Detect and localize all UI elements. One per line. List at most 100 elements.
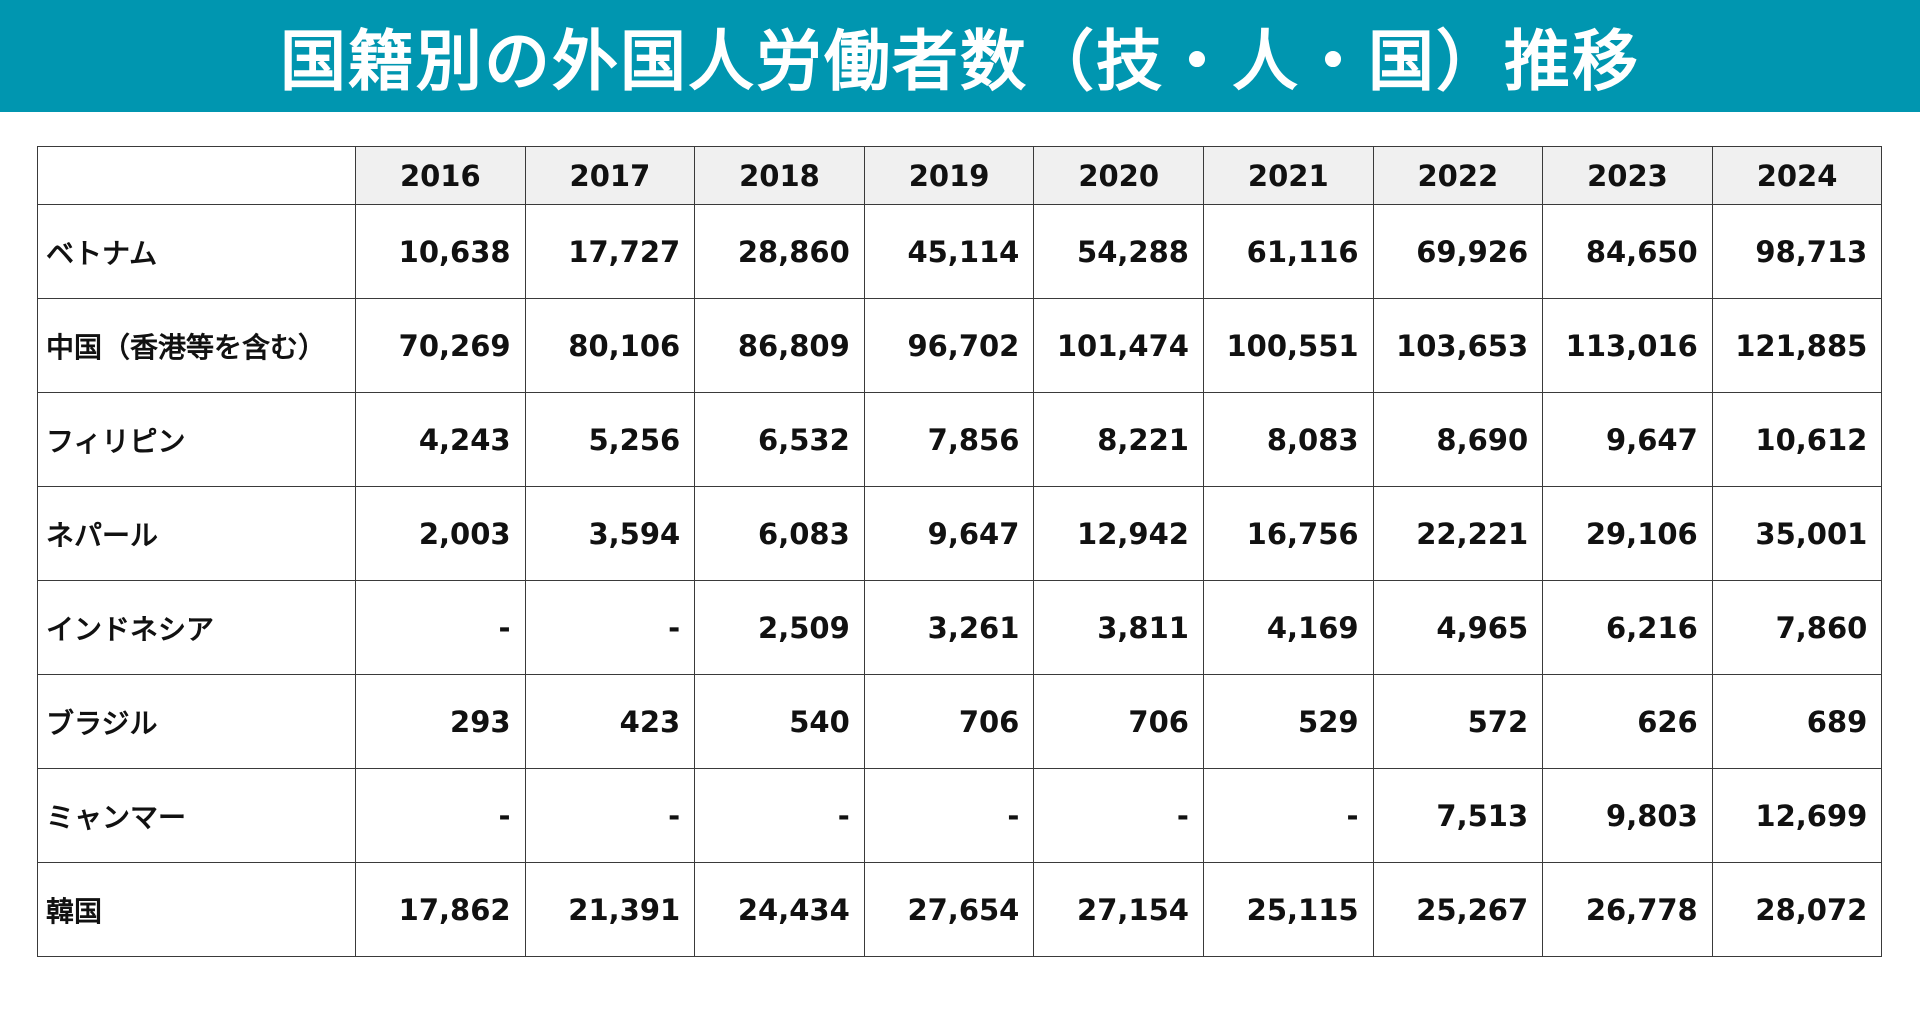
- value-cell: 28,860: [694, 204, 865, 299]
- value-cell: 113,016: [1542, 298, 1713, 393]
- country-name: 韓国: [37, 862, 356, 957]
- value-cell: 8,221: [1033, 392, 1204, 487]
- worker-count-table: 2016 2017 2018 2019 2020 2021 2022 2023 2024 ベトナ…: [37, 146, 1883, 957]
- value-cell: 69,926: [1372, 204, 1544, 299]
- header-row: 2016 2017 2018 2019 2020 2021 2022 2023 2024: [37, 146, 1883, 205]
- value-cell: 4,243: [355, 392, 526, 487]
- value-cell: 103,653: [1372, 298, 1544, 393]
- value-cell: -: [355, 768, 526, 863]
- value-cell: 9,647: [1542, 392, 1713, 487]
- value-cell: 529: [1202, 674, 1374, 769]
- value-cell: 35,001: [1711, 486, 1883, 581]
- year-header: 2024: [1711, 146, 1883, 205]
- value-cell: 8,690: [1372, 392, 1544, 487]
- value-cell: -: [524, 580, 696, 675]
- year-header: 2018: [694, 146, 865, 205]
- value-cell: 6,216: [1542, 580, 1713, 675]
- value-cell: 8,083: [1202, 392, 1374, 487]
- country-name: フィリピン: [37, 392, 356, 487]
- value-cell: 84,650: [1542, 204, 1713, 299]
- year-header: 2017: [524, 146, 696, 205]
- value-cell: 3,811: [1033, 580, 1204, 675]
- value-cell: 70,269: [355, 298, 526, 393]
- value-cell: 26,778: [1542, 862, 1713, 957]
- value-cell: 626: [1542, 674, 1713, 769]
- value-cell: 3,261: [863, 580, 1035, 675]
- value-cell: 293: [355, 674, 526, 769]
- value-cell: 7,856: [863, 392, 1035, 487]
- table-row: ベトナム 10,638 17,727 28,860 45,114 54,288 61,116…: [37, 204, 1883, 299]
- value-cell: 572: [1372, 674, 1544, 769]
- value-cell: 54,288: [1033, 204, 1204, 299]
- value-cell: 121,885: [1711, 298, 1883, 393]
- value-cell: -: [1033, 768, 1204, 863]
- year-header: 2022: [1372, 146, 1544, 205]
- value-cell: 10,612: [1711, 392, 1883, 487]
- value-cell: 7,513: [1372, 768, 1544, 863]
- value-cell: 9,803: [1542, 768, 1713, 863]
- value-cell: 96,702: [863, 298, 1035, 393]
- value-cell: 706: [863, 674, 1035, 769]
- value-cell: 29,106: [1542, 486, 1713, 581]
- value-cell: 27,154: [1033, 862, 1204, 957]
- page-title: 国籍別の外国人労働者数（技・人・国）推移: [280, 23, 1640, 100]
- value-cell: -: [355, 580, 526, 675]
- title-banner: 国籍別の外国人労働者数（技・人・国）推移: [0, 0, 1920, 112]
- table-container: 2016 2017 2018 2019 2020 2021 2022 2023 2024 ベトナ…: [37, 146, 1883, 957]
- value-cell: 17,727: [524, 204, 696, 299]
- country-name: ネパール: [37, 486, 356, 581]
- value-cell: 27,654: [863, 862, 1035, 957]
- value-cell: 100,551: [1202, 298, 1374, 393]
- table-row: インドネシア - -2,509 3,261 3,811 4,169 4,965 6,216 7,…: [37, 580, 1883, 675]
- value-cell: 24,434: [694, 862, 865, 957]
- country-name: 中国（香港等を含む）: [37, 298, 356, 393]
- value-cell: 12,942: [1033, 486, 1204, 581]
- value-cell: 2,509: [694, 580, 865, 675]
- value-cell: 4,965: [1372, 580, 1544, 675]
- value-cell: 25,267: [1372, 862, 1544, 957]
- table-row: 韓国 17,862 21,391 24,434 27,654 27,154 25,115 25…: [37, 862, 1883, 957]
- year-header: 2019: [863, 146, 1035, 205]
- country-name: ミャンマー: [37, 768, 356, 863]
- value-cell: 16,756: [1202, 486, 1374, 581]
- value-cell: 9,647: [863, 486, 1035, 581]
- table-row: ネパール 2,003 3,594 6,083 9,647 12,942 16,756 22,2…: [37, 486, 1883, 581]
- value-cell: 86,809: [694, 298, 865, 393]
- year-header: 2021: [1202, 146, 1374, 205]
- corner-cell: [37, 146, 356, 205]
- value-cell: 21,391: [524, 862, 696, 957]
- value-cell: 2,003: [355, 486, 526, 581]
- value-cell: 25,115: [1202, 862, 1374, 957]
- country-name: ブラジル: [37, 674, 356, 769]
- country-name: ベトナム: [37, 204, 356, 299]
- value-cell: 17,862: [355, 862, 526, 957]
- value-cell: 22,221: [1372, 486, 1544, 581]
- value-cell: 5,256: [524, 392, 696, 487]
- year-header: 2016: [355, 146, 526, 205]
- table-row: 中国（香港等を含む） 70,269 80,106 86,809 96,702 101,47…: [37, 298, 1883, 393]
- value-cell: 7,860: [1711, 580, 1883, 675]
- value-cell: 6,083: [694, 486, 865, 581]
- value-cell: 4,169: [1202, 580, 1374, 675]
- table-row: フィリピン 4,243 5,256 6,532 7,856 8,221 8,083 8,690…: [37, 392, 1883, 487]
- table-row: ミャンマー - - - - - -7,513 9,803 12,699: [37, 768, 1883, 863]
- value-cell: 28,072: [1711, 862, 1883, 957]
- value-cell: 12,699: [1711, 768, 1883, 863]
- value-cell: -: [1202, 768, 1374, 863]
- year-header: 2023: [1542, 146, 1713, 205]
- value-cell: 45,114: [863, 204, 1035, 299]
- value-cell: 706: [1033, 674, 1204, 769]
- value-cell: 540: [694, 674, 865, 769]
- value-cell: -: [524, 768, 696, 863]
- table-row: ブラジル 293 423 540 706 706 529 572 626 689: [37, 674, 1883, 769]
- year-header: 2020: [1033, 146, 1204, 205]
- value-cell: -: [694, 768, 865, 863]
- value-cell: 101,474: [1033, 298, 1204, 393]
- value-cell: -: [863, 768, 1035, 863]
- value-cell: 98,713: [1711, 204, 1883, 299]
- table-body: ベトナム 10,638 17,727 28,860 45,114 54,288 61,116…: [37, 204, 1883, 957]
- value-cell: 6,532: [694, 392, 865, 487]
- value-cell: 80,106: [524, 298, 696, 393]
- country-name: インドネシア: [37, 580, 356, 675]
- value-cell: 689: [1711, 674, 1883, 769]
